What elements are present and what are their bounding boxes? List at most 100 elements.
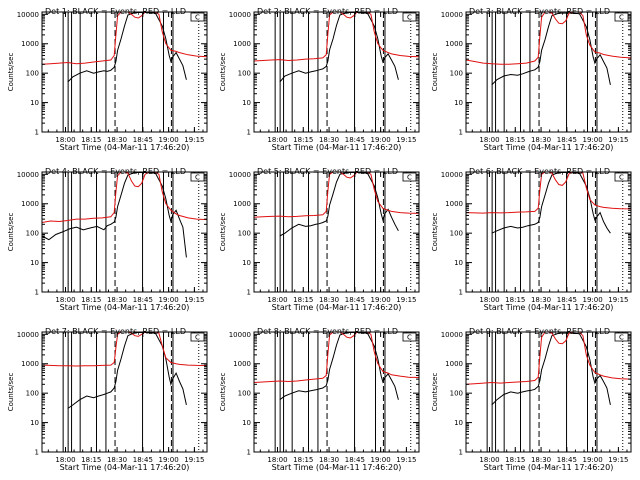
legend-label: C <box>619 14 624 22</box>
x-tick-label: 18:00 <box>479 136 499 144</box>
events-series-line <box>279 172 399 237</box>
legend-label: C <box>407 334 412 342</box>
x-tick-label: 18:45 <box>133 296 153 304</box>
y-axis-label: Counts/sec <box>219 53 227 92</box>
events-series-line <box>67 332 187 409</box>
x-tick-label: 18:30 <box>107 296 127 304</box>
y-axis-label: Counts/sec <box>7 53 15 92</box>
x-tick-label: 19:15 <box>396 456 416 464</box>
detector-panel-7: 1 10 100 1000 10000 18:00 18:15 18:30 18:45 19:00… <box>7 327 208 472</box>
y-tick-label: 10000 <box>229 11 251 19</box>
x-tick-label: 18:30 <box>531 456 551 464</box>
lld-series-line <box>254 332 419 383</box>
y-axis-label: Counts/sec <box>219 373 227 412</box>
x-axis-label: Start Time (04-Mar-11 17:46:20) <box>484 303 614 312</box>
x-tick-label: 18:15 <box>293 136 313 144</box>
y-tick-label: 1000 <box>21 40 39 48</box>
x-tick-label: 18:15 <box>81 136 101 144</box>
x-tick-label: 18:15 <box>505 456 525 464</box>
x-tick-label: 18:45 <box>133 456 153 464</box>
detector-panel-2: 1 10 100 1000 10000 18:00 18:15 18:30 18:45 19:00… <box>219 7 420 152</box>
plot-frame <box>253 331 420 453</box>
y-tick-label: 1 <box>35 129 39 137</box>
y-tick-label: 10000 <box>17 11 39 19</box>
plot-frame <box>253 11 420 133</box>
x-tick-label: 19:00 <box>583 296 603 304</box>
panel-title: Det 5: BLACK = Events, RED = LLD <box>257 167 398 176</box>
panel-title: Det 8: BLACK = Events, RED = LLD <box>257 327 398 336</box>
detector-panel-5: 1 10 100 1000 10000 18:00 18:15 18:30 18:45 19:00… <box>219 167 420 312</box>
x-tick-label: 18:00 <box>479 456 499 464</box>
y-tick-label: 10000 <box>17 171 39 179</box>
legend-box: C <box>402 172 417 182</box>
y-tick-label: 10 <box>242 419 251 427</box>
legend-label: C <box>619 334 624 342</box>
panel-title: Det 1: BLACK = Events, RED = LLD <box>45 7 186 16</box>
y-tick-label: 10 <box>30 419 39 427</box>
plot-frame <box>465 171 632 293</box>
panel-title: Det 4: BLACK = Events, RED = LLD <box>45 167 186 176</box>
plot-frame <box>41 331 208 453</box>
y-tick-label: 10 <box>30 99 39 107</box>
y-tick-label: 1000 <box>445 40 463 48</box>
x-tick-label: 18:45 <box>345 296 365 304</box>
legend-frame <box>614 12 629 22</box>
x-tick-label: 18:00 <box>267 136 287 144</box>
x-tick-label: 19:00 <box>159 296 179 304</box>
x-axis-label: Start Time (04-Mar-11 17:46:20) <box>60 303 190 312</box>
y-tick-label: 10 <box>454 419 463 427</box>
x-tick-label: 19:15 <box>184 136 204 144</box>
legend-box: C <box>190 12 205 22</box>
panel-title: Det 6: BLACK = Events, RED = LLD <box>469 167 610 176</box>
y-tick-label: 100 <box>450 70 463 78</box>
lld-series-line <box>466 332 631 385</box>
y-tick-label: 100 <box>238 70 251 78</box>
lld-series-line <box>42 332 207 367</box>
y-tick-label: 1 <box>459 129 463 137</box>
x-tick-label: 19:00 <box>583 136 603 144</box>
y-tick-label: 1 <box>247 129 251 137</box>
legend-box: C <box>190 332 205 342</box>
legend-label: C <box>195 174 200 182</box>
y-axis-label: Counts/sec <box>219 213 227 252</box>
x-tick-label: 19:15 <box>184 296 204 304</box>
x-tick-label: 18:30 <box>319 136 339 144</box>
x-tick-label: 18:45 <box>557 296 577 304</box>
x-tick-label: 18:00 <box>479 296 499 304</box>
legend-box: C <box>614 12 629 22</box>
legend-box: C <box>402 12 417 22</box>
y-tick-label: 10 <box>454 99 463 107</box>
x-axis-label: Start Time (04-Mar-11 17:46:20) <box>60 143 190 152</box>
y-tick-label: 1 <box>247 289 251 297</box>
x-tick-label: 19:15 <box>608 296 628 304</box>
legend-label: C <box>195 334 200 342</box>
y-tick-label: 1 <box>459 449 463 457</box>
panel-title: Det 9: BLACK = Events, RED = LLD <box>469 327 610 336</box>
x-tick-label: 19:00 <box>159 456 179 464</box>
x-tick-label: 18:30 <box>107 136 127 144</box>
y-tick-label: 1 <box>459 289 463 297</box>
legend-frame <box>402 12 417 22</box>
y-axis-label: Counts/sec <box>431 53 439 92</box>
y-tick-label: 1 <box>247 449 251 457</box>
legend-frame <box>614 172 629 182</box>
y-tick-label: 1 <box>35 449 39 457</box>
y-tick-label: 1000 <box>233 40 251 48</box>
x-tick-label: 19:15 <box>396 136 416 144</box>
detector-panel-9: 1 10 100 1000 10000 18:00 18:15 18:30 18:45 19:00… <box>431 327 632 472</box>
events-series-line <box>491 172 611 234</box>
detector-panel-8: 1 10 100 1000 10000 18:00 18:15 18:30 18:45 19:00… <box>219 327 420 472</box>
legend-label: C <box>619 174 624 182</box>
y-tick-label: 100 <box>26 70 39 78</box>
y-tick-label: 100 <box>238 390 251 398</box>
x-axis-label: Start Time (04-Mar-11 17:46:20) <box>484 143 614 152</box>
plot-frame <box>41 171 208 293</box>
panel-title: Det 3: BLACK = Events, RED = LLD <box>469 7 610 16</box>
x-tick-label: 18:45 <box>345 456 365 464</box>
lld-series-line <box>254 12 419 62</box>
y-tick-label: 1 <box>35 289 39 297</box>
events-series-line <box>279 332 399 401</box>
x-tick-label: 18:00 <box>267 296 287 304</box>
x-tick-label: 19:00 <box>583 456 603 464</box>
